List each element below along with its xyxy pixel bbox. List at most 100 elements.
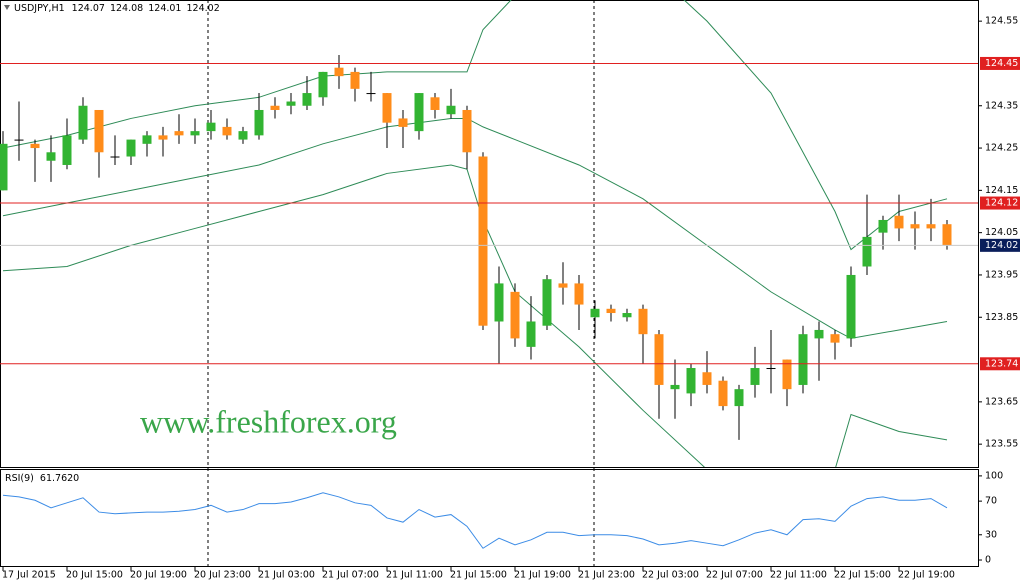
rsi-line	[2, 492, 948, 549]
candle-body	[62, 135, 72, 165]
candle-body	[942, 224, 952, 246]
x-tick-label: 22 Jul 07:00	[706, 570, 763, 581]
candle-body	[350, 71, 360, 89]
candle-body	[686, 368, 696, 394]
level-box	[980, 56, 1020, 70]
candle-body	[526, 321, 536, 347]
level-label: 123.74	[985, 358, 1018, 369]
rsi-header: RSI(9) 61.7620	[5, 473, 79, 484]
candle-body	[430, 97, 440, 110]
candle-body	[254, 109, 264, 136]
candle-body	[78, 105, 88, 140]
x-tick-label: 22 Jul 11:00	[770, 570, 827, 581]
bollinger-band	[2, 0, 948, 251]
y-tick-label: 123.65	[985, 396, 1018, 407]
rsi-title: RSI(9)	[5, 473, 34, 484]
candle-body	[926, 224, 936, 229]
y-tick-label: 123.95	[985, 269, 1018, 280]
candle-body	[366, 93, 376, 95]
candle-body	[830, 334, 840, 343]
rsi-frame	[0, 469, 979, 567]
y-tick-label: 124.15	[985, 185, 1018, 196]
x-tick-label: 21 Jul 23:00	[578, 570, 635, 581]
candle-body	[862, 236, 872, 267]
candle-body	[238, 131, 248, 140]
candle-body	[558, 283, 568, 288]
candle-body	[398, 118, 408, 127]
header-high: 124.08	[110, 3, 143, 14]
header-low: 124.01	[148, 3, 181, 14]
candle-body	[446, 105, 456, 115]
x-tick-label: 21 Jul 07:00	[322, 570, 379, 581]
price-box	[980, 238, 1020, 252]
candle-body	[910, 224, 920, 229]
candle-body	[302, 93, 312, 106]
candle-body	[798, 334, 808, 385]
y-tick-label: 124.35	[985, 100, 1018, 111]
candle-body	[750, 368, 760, 385]
candle-body	[654, 334, 664, 385]
symbol: USDJPY,H1	[14, 3, 65, 14]
candle-body	[286, 101, 296, 106]
rsi-current: 61.7620	[40, 473, 79, 484]
candle-body	[46, 152, 56, 161]
candle-body	[846, 274, 856, 339]
rsi-tick-label: 30	[985, 529, 997, 540]
menu-icon	[4, 5, 10, 10]
rsi-tick-label: 0	[985, 555, 991, 566]
candle-body	[478, 156, 488, 326]
candle-body	[142, 135, 152, 144]
candle-body	[270, 105, 280, 110]
candle-body	[206, 122, 216, 132]
candle-body	[174, 131, 184, 136]
candle-body	[766, 368, 776, 370]
x-tick-label: 21 Jul 19:00	[514, 570, 571, 581]
chart-header: USDJPY,H1 124.07 124.08 124.01 124.02	[14, 3, 220, 14]
x-tick-label: 21 Jul 11:00	[386, 570, 443, 581]
candle-body	[190, 131, 200, 136]
candle-body	[606, 308, 616, 314]
candle-body	[0, 143, 8, 191]
x-tick-label: 20 Jul 23:00	[194, 570, 251, 581]
rsi-tick-label: 70	[985, 496, 997, 507]
candle-body	[382, 93, 392, 123]
candle-body	[718, 380, 728, 407]
x-tick-label: 22 Jul 19:00	[898, 570, 955, 581]
candle-body	[590, 308, 600, 318]
candle-body	[734, 389, 744, 407]
candle-body	[94, 109, 104, 153]
watermark: www.freshforex.org	[140, 403, 397, 439]
y-tick-label: 124.05	[985, 227, 1018, 238]
candle-body	[222, 126, 232, 136]
x-tick-label: 21 Jul 03:00	[258, 570, 315, 581]
y-tick-label: 123.85	[985, 312, 1018, 323]
y-tick-label: 124.55	[985, 16, 1018, 27]
rsi-area	[2, 492, 948, 549]
candle-body	[894, 215, 904, 229]
candle-body	[638, 308, 648, 335]
level-box	[980, 196, 1020, 210]
candle-body	[782, 359, 792, 390]
candle-body	[702, 372, 712, 385]
candle-body	[574, 283, 584, 305]
level-box	[980, 357, 1020, 371]
x-tick-label: 22 Jul 15:00	[834, 570, 891, 581]
candle-body	[110, 156, 120, 158]
candle-body	[510, 291, 520, 339]
rsi-tick-label: 100	[985, 470, 1003, 481]
y-tick-label: 123.55	[985, 439, 1018, 450]
candle-body	[462, 109, 472, 153]
candle-body	[878, 219, 888, 233]
x-tick-label: 17 Jul 2015	[2, 570, 56, 581]
y-tick-label: 124.25	[985, 143, 1018, 154]
price-label: 124.02	[985, 240, 1018, 251]
level-label: 124.45	[985, 58, 1018, 69]
candle-body	[334, 67, 344, 77]
x-tick-label: 20 Jul 15:00	[66, 570, 123, 581]
candle-body	[318, 71, 328, 98]
candle-body	[30, 143, 40, 149]
plot-area	[0, 0, 952, 467]
candle-body	[542, 279, 552, 326]
